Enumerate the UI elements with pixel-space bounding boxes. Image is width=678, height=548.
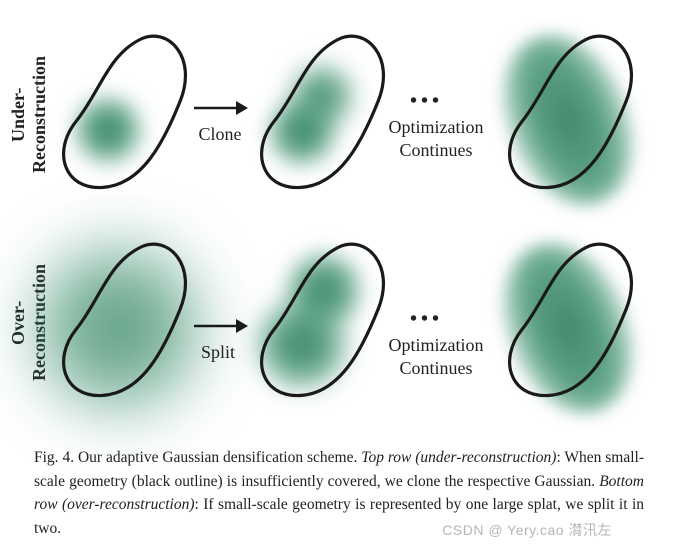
under-panel-0 — [46, 20, 196, 210]
clone-arrow — [192, 98, 248, 118]
over-continue-label: OptimizationContinues — [376, 334, 496, 379]
under-continue-label: OptimizationContinues — [376, 116, 496, 161]
over-dots: ••• — [410, 308, 443, 331]
row-under-label: Under-Reconstruction — [12, 20, 46, 210]
bean-outline — [492, 226, 642, 421]
bean-outline — [244, 18, 394, 213]
caption-body-1: Our adaptive Gaussian densification sche… — [74, 449, 361, 466]
under-dots: ••• — [410, 90, 443, 113]
bean-outline — [492, 18, 642, 213]
over-panel-1 — [244, 228, 394, 418]
under-panel-2 — [492, 20, 642, 210]
split-label: Split — [188, 342, 248, 363]
figure-container: Under-Reconstruction Clone — [0, 0, 678, 548]
over-panel-0 — [46, 228, 196, 418]
bean-outline — [46, 18, 196, 213]
over-panel-2 — [492, 228, 642, 418]
watermark-text: CSDN @ Yery.cao 潸汛左 — [442, 520, 612, 540]
row-over-panels: Split ••• OptimizationContinues — [46, 228, 666, 418]
row-under-panels: Clone ••• OptimizationContinues — [46, 20, 666, 210]
row-under: Under-Reconstruction Clone — [12, 20, 666, 210]
under-panel-1 — [244, 20, 394, 210]
row-over: Over-Reconstruction Split — [12, 228, 666, 418]
caption-fig-num: Fig. 4. — [34, 449, 74, 466]
caption-em-1: Top row (under-reconstruction) — [361, 449, 556, 466]
split-arrow — [192, 316, 248, 336]
bean-outline — [46, 226, 196, 421]
diagram-rows: Under-Reconstruction Clone — [12, 20, 666, 418]
bean-outline — [244, 226, 394, 421]
